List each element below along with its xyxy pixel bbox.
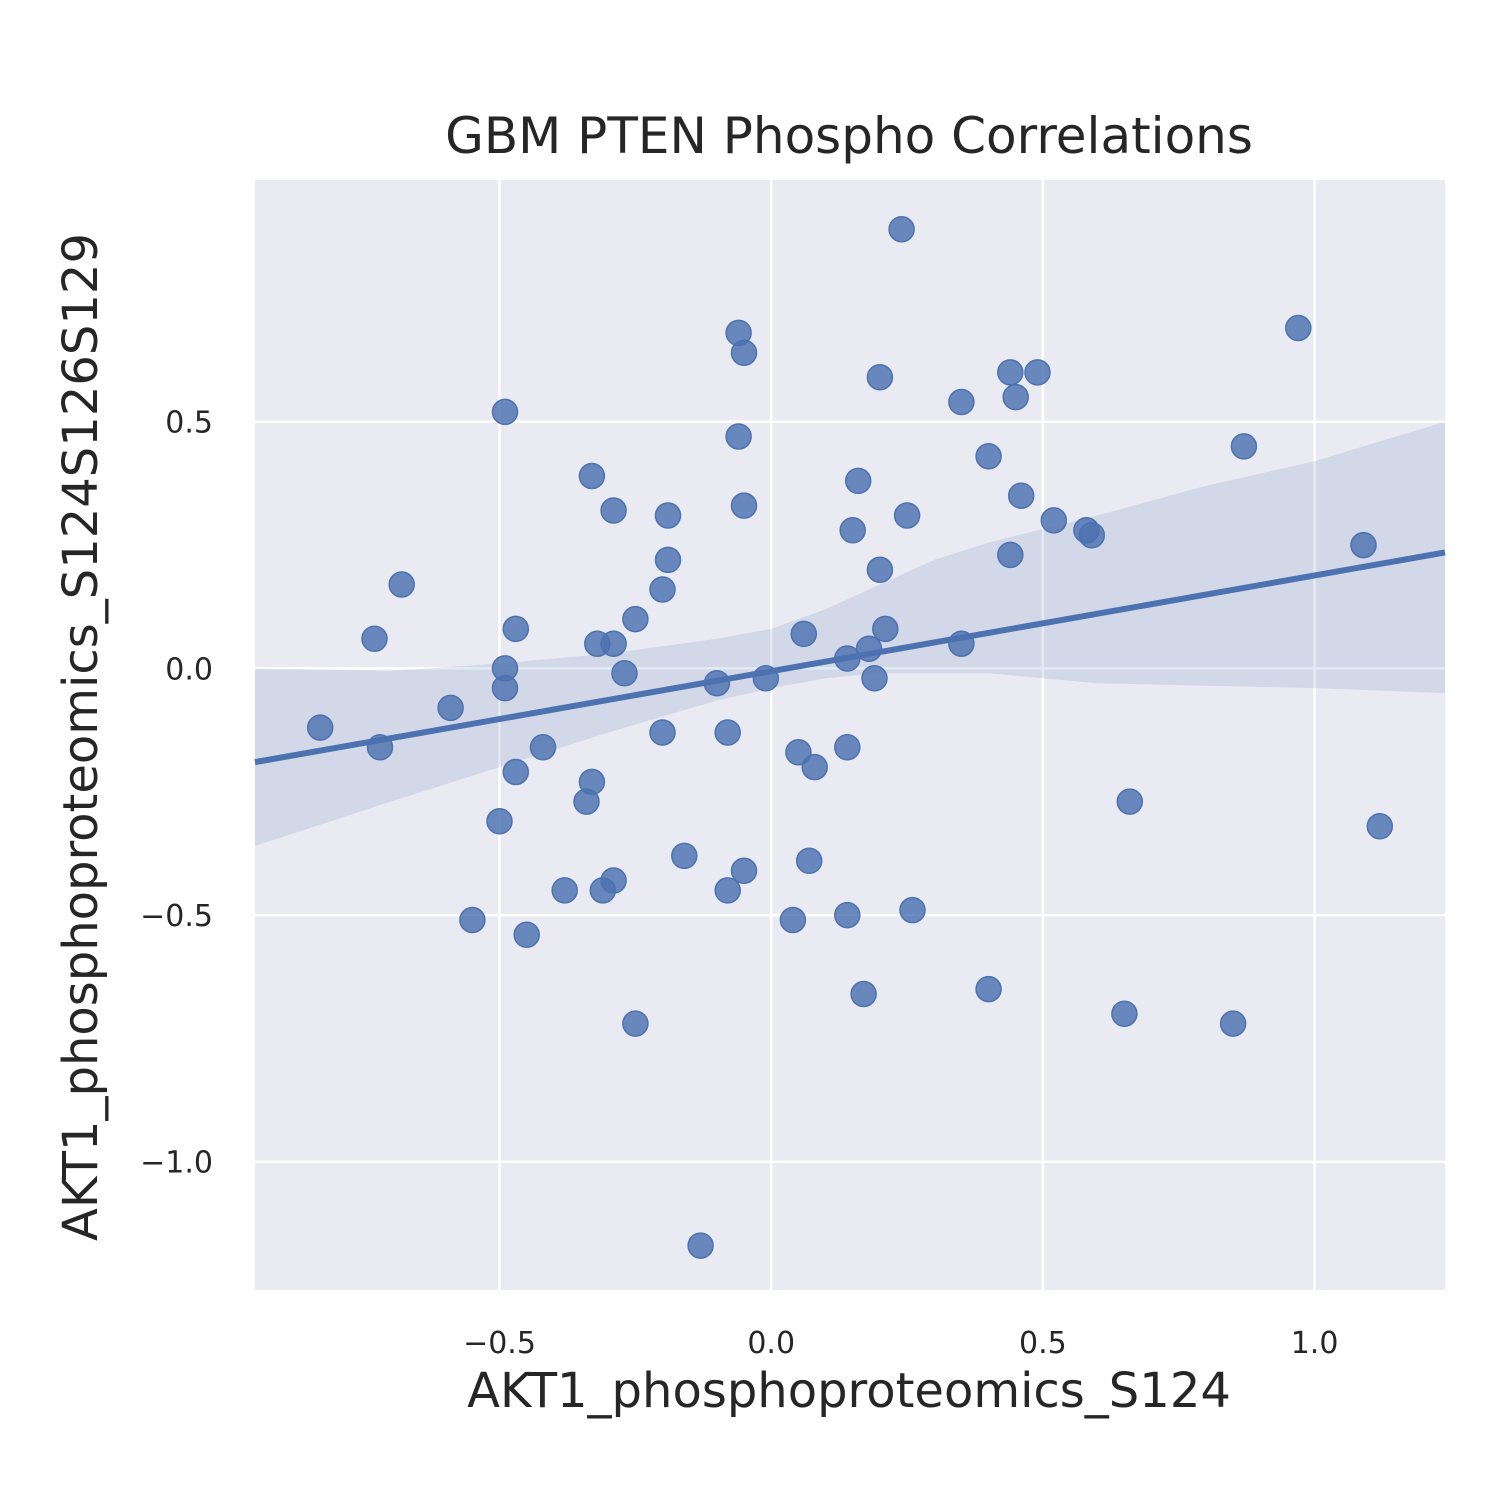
data-point-71 (779, 906, 807, 934)
data-point-65 (551, 877, 578, 904)
data-point-42 (752, 665, 780, 692)
data-point-59 (486, 808, 513, 835)
data-point-19 (893, 502, 921, 529)
x-tick-label-1: 0.0 (747, 1326, 795, 1361)
x-tick-label-0: −0.5 (463, 1326, 536, 1361)
data-point-21 (839, 517, 866, 544)
data-point-72 (513, 921, 540, 949)
data-point-73 (975, 975, 1002, 1003)
data-point-8 (1002, 383, 1029, 411)
data-point-15 (1007, 482, 1035, 509)
data-point-55 (502, 758, 530, 786)
y-tick-label-1: 0.0 (165, 652, 213, 687)
data-point-34 (361, 625, 388, 653)
data-point-26 (654, 546, 682, 574)
data-point-62 (795, 847, 823, 875)
data-point-23 (1078, 521, 1106, 549)
data-point-45 (491, 674, 519, 702)
x-axis-label: AKT1_phosphoproteomics_S124 (467, 1363, 1231, 1419)
data-point-67 (714, 877, 741, 904)
data-point-54 (801, 753, 828, 781)
data-point-30 (622, 605, 649, 633)
data-point-61 (671, 842, 698, 870)
data-point-49 (714, 719, 741, 746)
data-point-48 (649, 719, 676, 746)
data-point-7 (948, 388, 975, 416)
data-point-77 (1219, 1010, 1247, 1037)
data-point-17 (600, 497, 627, 524)
data-point-5 (997, 359, 1024, 386)
y-axis-label: AKT1_phosphoproteomics_S124S126S129 (53, 233, 109, 1241)
data-point-27 (866, 556, 894, 583)
x-tick-label-2: 0.5 (1019, 1326, 1067, 1361)
data-point-31 (502, 615, 530, 643)
data-point-47 (306, 714, 334, 741)
data-point-18 (654, 502, 682, 529)
data-point-13 (578, 462, 606, 490)
data-point-38 (855, 635, 883, 662)
data-point-2 (730, 339, 758, 366)
data-point-39 (834, 645, 861, 672)
data-point-75 (1111, 1000, 1138, 1027)
data-point-25 (997, 541, 1024, 569)
data-point-74 (850, 980, 877, 1008)
data-point-20 (1040, 507, 1068, 534)
chart-title: GBM PTEN Phospho Correlations (445, 107, 1253, 165)
y-tick-labels: 0.5 0.0 −0.5 −1.0 (140, 406, 213, 1181)
data-point-57 (573, 788, 600, 815)
data-point-14 (844, 467, 872, 495)
data-point-68 (899, 896, 926, 924)
data-point-28 (388, 571, 415, 598)
x-tick-label-3: 1.0 (1291, 1326, 1339, 1361)
data-point-43 (861, 665, 888, 692)
data-point-46 (437, 694, 464, 722)
y-tick-label-3: −1.0 (140, 1146, 213, 1181)
data-point-10 (725, 423, 752, 450)
data-point-29 (649, 576, 676, 603)
data-point-78 (687, 1232, 714, 1259)
data-point-12 (1230, 433, 1258, 460)
x-tick-labels: −0.5 0.0 0.5 1.0 (463, 1326, 1338, 1361)
data-point-37 (948, 630, 975, 657)
data-point-69 (834, 901, 861, 929)
data-point-66 (589, 877, 617, 904)
data-point-70 (459, 906, 486, 934)
data-point-24 (1350, 531, 1377, 559)
y-tick-label-0: 0.5 (165, 406, 213, 441)
data-point-50 (366, 734, 394, 761)
scatter-points (306, 216, 1394, 1259)
data-point-11 (975, 443, 1002, 470)
data-point-51 (529, 734, 557, 761)
data-point-32 (872, 615, 899, 643)
data-point-76 (622, 1010, 649, 1037)
data-point-58 (1116, 788, 1144, 815)
data-point-63 (730, 857, 758, 884)
data-point-6 (1024, 359, 1051, 386)
data-point-52 (834, 734, 861, 761)
y-tick-label-2: −0.5 (140, 899, 213, 934)
data-point-36 (600, 630, 627, 657)
data-point-0 (888, 216, 915, 243)
data-point-9 (491, 398, 519, 426)
data-point-3 (1285, 314, 1312, 342)
data-point-33 (790, 620, 818, 648)
data-point-41 (611, 660, 638, 687)
data-point-4 (866, 364, 894, 391)
data-point-16 (730, 492, 758, 519)
data-point-60 (1366, 813, 1394, 840)
data-point-44 (703, 669, 731, 697)
